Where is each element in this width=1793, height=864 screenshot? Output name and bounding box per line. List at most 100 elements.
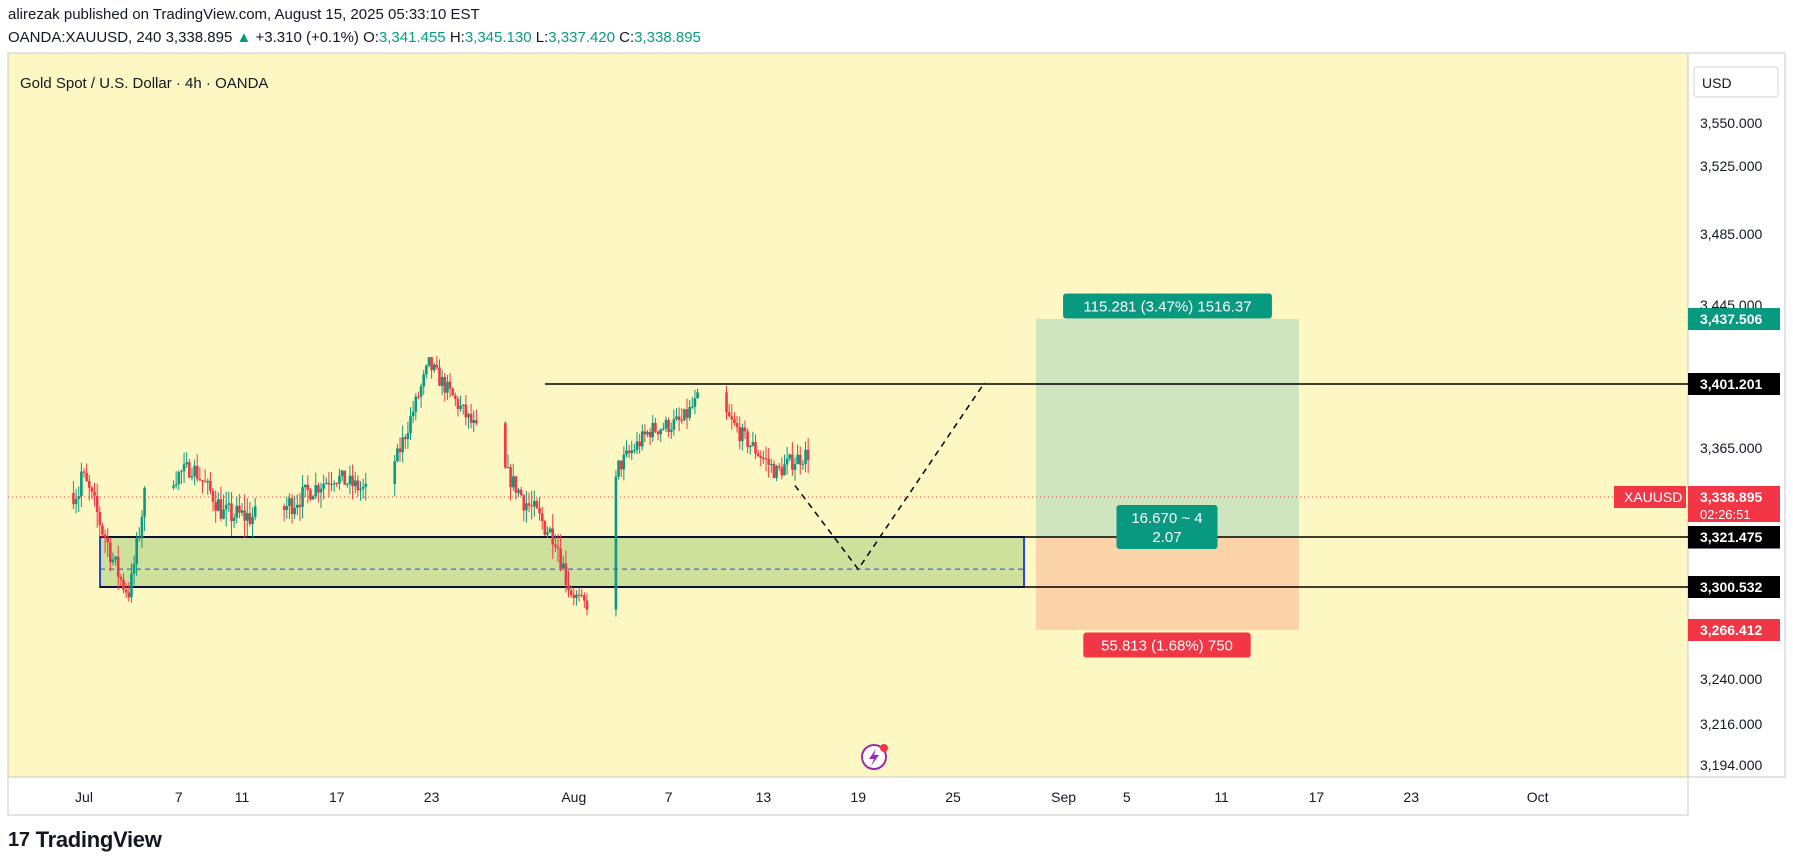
symbol-label[interactable]: OANDA:XAUUSD, 240 bbox=[8, 29, 162, 46]
candle-body bbox=[640, 431, 644, 447]
candle-body bbox=[438, 367, 441, 386]
candle-body bbox=[472, 420, 476, 423]
candle-body bbox=[725, 392, 728, 413]
candle-body bbox=[517, 489, 520, 493]
candle-body bbox=[182, 464, 186, 472]
candle-body bbox=[209, 480, 212, 491]
candle-body bbox=[293, 507, 296, 515]
candle-body bbox=[791, 454, 794, 470]
candle-body bbox=[130, 573, 133, 598]
candle-body bbox=[243, 510, 246, 521]
change-arrow-icon: ▲ bbox=[236, 29, 252, 46]
candle-body bbox=[548, 528, 552, 533]
candle-body bbox=[393, 461, 397, 484]
price-tag-bg bbox=[1688, 526, 1780, 548]
candle-body bbox=[409, 416, 412, 434]
tradingview-brand: 17 TradingView bbox=[8, 827, 162, 853]
candle-body bbox=[675, 416, 678, 420]
candle-body bbox=[467, 413, 470, 418]
candle-body bbox=[535, 500, 539, 509]
candle-body bbox=[756, 453, 760, 457]
price-tag-bg bbox=[1688, 486, 1780, 522]
risk-reward-label-bg bbox=[1116, 505, 1218, 549]
candle-body bbox=[401, 437, 404, 453]
candle-body bbox=[654, 422, 657, 432]
candle-body bbox=[667, 419, 670, 432]
candle-body bbox=[551, 528, 555, 545]
last-price: 3,338.895 bbox=[165, 29, 233, 46]
support-box bbox=[99, 536, 1025, 588]
candle-body bbox=[251, 517, 254, 525]
candle-body bbox=[764, 458, 768, 460]
candle-body bbox=[82, 471, 86, 473]
candle-body bbox=[346, 484, 349, 486]
candle-body bbox=[635, 441, 639, 451]
y-tick-label: 3,525.000 bbox=[1700, 158, 1762, 174]
x-tick-label: 13 bbox=[756, 789, 772, 805]
high-value: 3,345.130 bbox=[464, 29, 532, 46]
candle-body bbox=[106, 537, 109, 543]
candle-body bbox=[351, 475, 354, 487]
candle-body bbox=[327, 482, 331, 485]
price-scale bbox=[1687, 52, 1786, 778]
candle-body bbox=[801, 463, 805, 465]
candle-body bbox=[759, 456, 763, 458]
candle-body bbox=[74, 498, 78, 505]
candle-body bbox=[403, 437, 407, 440]
candle-body bbox=[417, 396, 420, 398]
profit-label-text: 115.281 (3.47%) 1516.37 bbox=[1083, 299, 1251, 316]
candle-body bbox=[332, 483, 336, 485]
price-tag-label: 3,300.532 bbox=[1700, 579, 1762, 595]
price-tag-label: 3,401.201 bbox=[1700, 376, 1762, 392]
candle-body bbox=[180, 471, 183, 473]
open-label: O: bbox=[363, 29, 379, 46]
candle-body bbox=[335, 483, 339, 485]
candle-body bbox=[85, 472, 88, 482]
candle-body bbox=[114, 556, 117, 560]
candle-body bbox=[533, 500, 536, 507]
open-value: 3,341.455 bbox=[378, 29, 446, 46]
candle-body bbox=[230, 503, 233, 521]
candle-body bbox=[446, 381, 449, 393]
candle-body bbox=[469, 413, 473, 423]
candle-body bbox=[343, 470, 346, 485]
candle-body bbox=[454, 395, 457, 399]
candle-body bbox=[672, 419, 676, 430]
symbol-tag-label: XAUUSD bbox=[1624, 489, 1682, 505]
price-tag-bg bbox=[1688, 308, 1780, 330]
candle-body bbox=[211, 490, 215, 502]
candle-body bbox=[253, 506, 257, 518]
price-tag-target: 3,437.506 bbox=[1688, 308, 1780, 330]
candle-body bbox=[775, 466, 778, 478]
candle-body bbox=[762, 457, 765, 459]
candle-body bbox=[348, 475, 352, 485]
candle-body bbox=[772, 463, 776, 478]
price-tag-level: 3,321.475 bbox=[1688, 526, 1780, 548]
currency-button bbox=[1693, 66, 1779, 98]
loss-zone bbox=[1036, 538, 1299, 630]
candle-body bbox=[206, 480, 210, 483]
candle-body bbox=[451, 388, 454, 396]
flash-icon-dot bbox=[880, 744, 888, 752]
candle-body bbox=[138, 537, 141, 539]
low-value: 3,337.420 bbox=[548, 29, 615, 46]
candle-body bbox=[735, 423, 739, 428]
candle-body bbox=[691, 406, 694, 408]
candle-body bbox=[680, 420, 684, 422]
candle-body bbox=[627, 450, 631, 454]
low-label: L: bbox=[535, 29, 549, 46]
candle-body bbox=[559, 548, 562, 569]
candle-body bbox=[748, 445, 752, 448]
candle-body bbox=[174, 484, 178, 486]
candle-body bbox=[543, 521, 547, 535]
candle-body bbox=[361, 486, 365, 489]
x-tick-label: 23 bbox=[424, 789, 440, 805]
candle-body bbox=[619, 460, 623, 470]
candle-body bbox=[538, 508, 541, 514]
candle-body bbox=[646, 432, 649, 435]
candle-body bbox=[419, 386, 423, 397]
candle-body bbox=[727, 412, 731, 417]
candle-body bbox=[685, 409, 689, 418]
candle-body bbox=[282, 506, 286, 510]
